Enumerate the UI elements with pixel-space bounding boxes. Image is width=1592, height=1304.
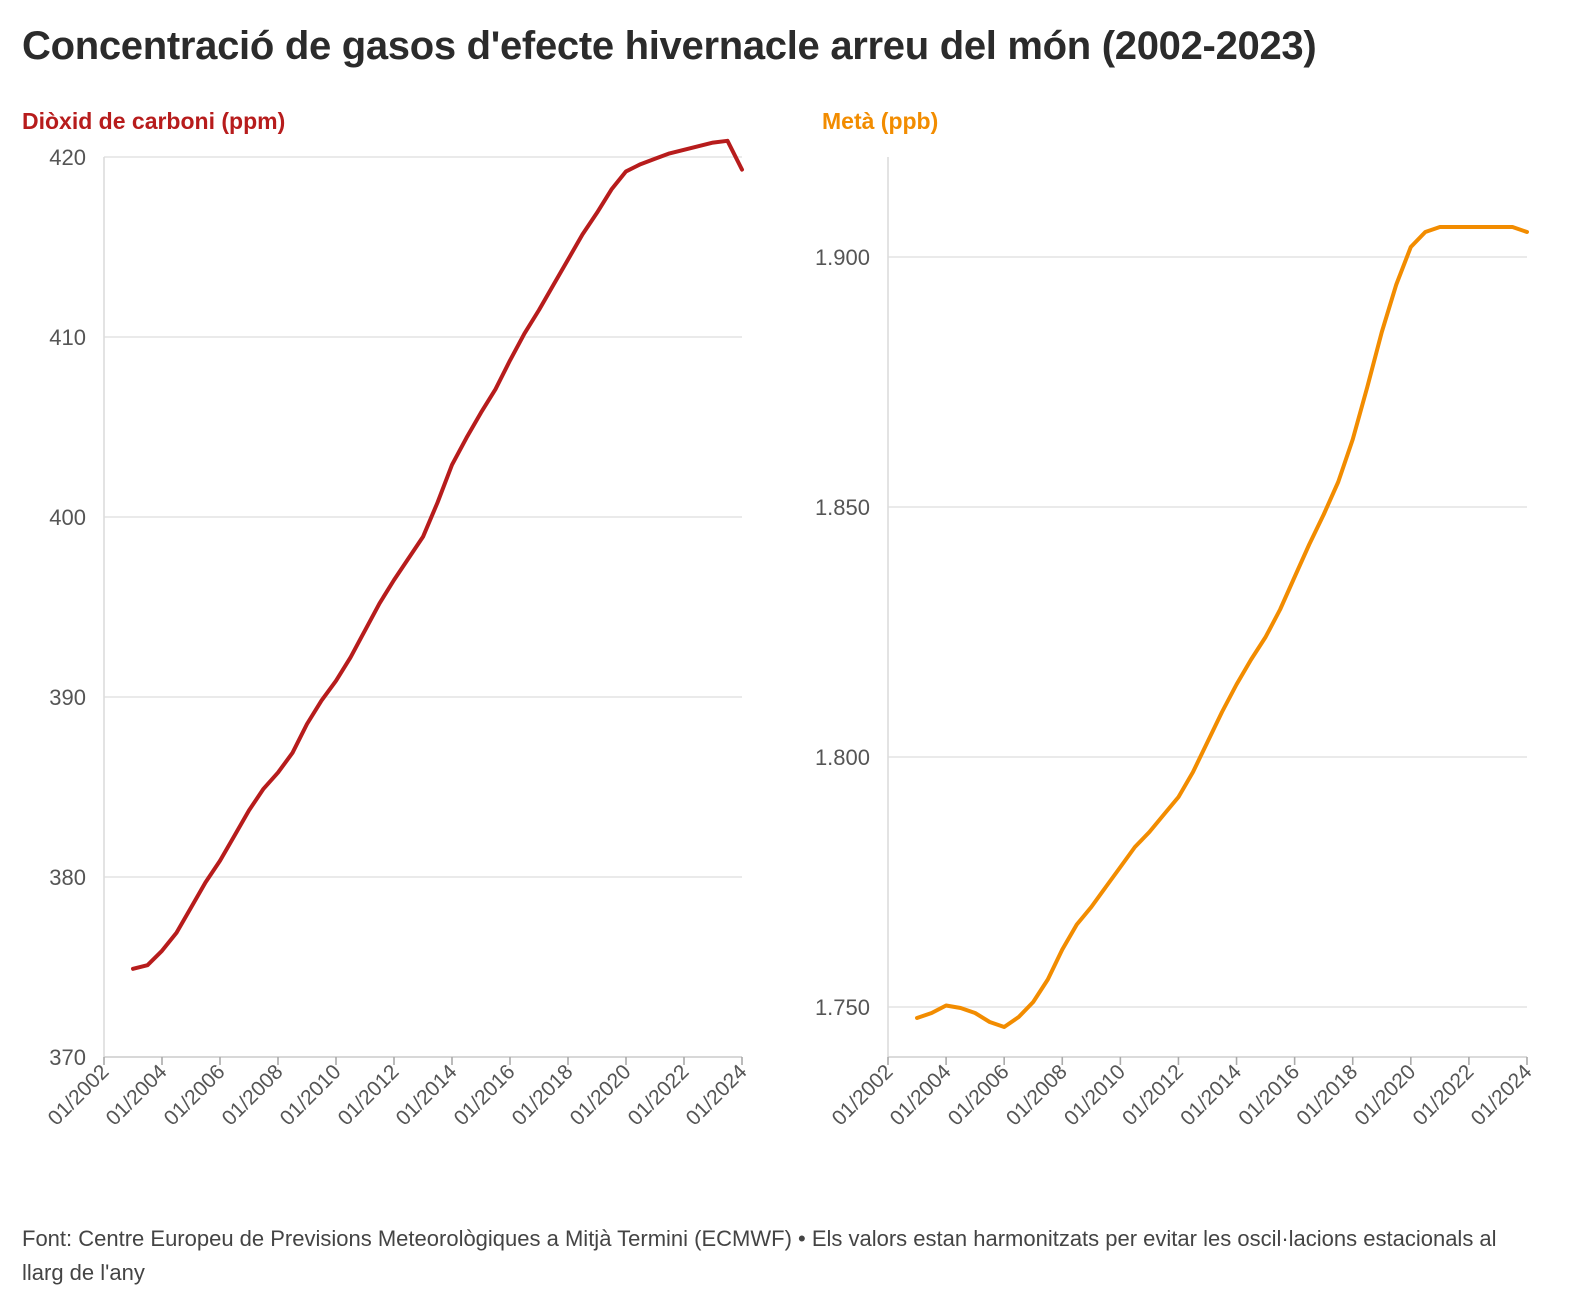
methane-x-tick-label: 01/2022 [1408, 1060, 1478, 1130]
methane-chart-title: Metà (ppb) [822, 108, 939, 134]
co2-series-line [131, 138, 744, 971]
co2-y-tick-label: 400 [49, 505, 86, 530]
methane-x-tick-label: 01/2012 [1118, 1060, 1188, 1130]
methane-y-tick-label: 1.900 [815, 245, 870, 270]
methane-y-tick-label: 1.750 [815, 995, 870, 1020]
methane-x-tick-label: 01/2018 [1292, 1060, 1362, 1130]
methane-x-tick-label: 01/2024 [1467, 1060, 1537, 1130]
co2-chart-title: Diòxid de carboni (ppm) [22, 108, 286, 134]
methane-series-line [915, 225, 1529, 1029]
co2-y-tick-label: 390 [49, 685, 86, 710]
co2-y-tick-label: 380 [49, 865, 86, 890]
co2-y-tick-label: 370 [49, 1045, 86, 1070]
methane-x-tick-label: 01/2002 [828, 1060, 898, 1130]
methane-x-tick-label: 01/2016 [1234, 1060, 1304, 1130]
methane-x-tick-label: 01/2014 [1176, 1060, 1246, 1130]
methane-x-tick-label: 01/2020 [1350, 1060, 1420, 1130]
methane-y-tick-label: 1.850 [815, 495, 870, 520]
co2-y-tick-label: 420 [49, 145, 86, 170]
methane-x-tick-label: 01/2006 [944, 1060, 1014, 1130]
page-title: Concentració de gasos d'efecte hivernacl… [22, 24, 1317, 68]
methane-x-tick-label: 01/2008 [1002, 1060, 1072, 1130]
methane-line-chart: 1.7501.8001.8501.90001/200201/200401/200… [815, 157, 1537, 1130]
methane-x-tick-label: 01/2010 [1060, 1060, 1130, 1130]
methane-y-tick-label: 1.800 [815, 745, 870, 770]
co2-line-chart: 37038039040041042001/200201/200401/20060… [44, 138, 752, 1130]
co2-y-tick-label: 410 [49, 325, 86, 350]
source-note: Font: Centre Europeu de Previsions Meteo… [22, 1226, 1497, 1285]
methane-x-tick-label: 01/2004 [886, 1060, 956, 1130]
